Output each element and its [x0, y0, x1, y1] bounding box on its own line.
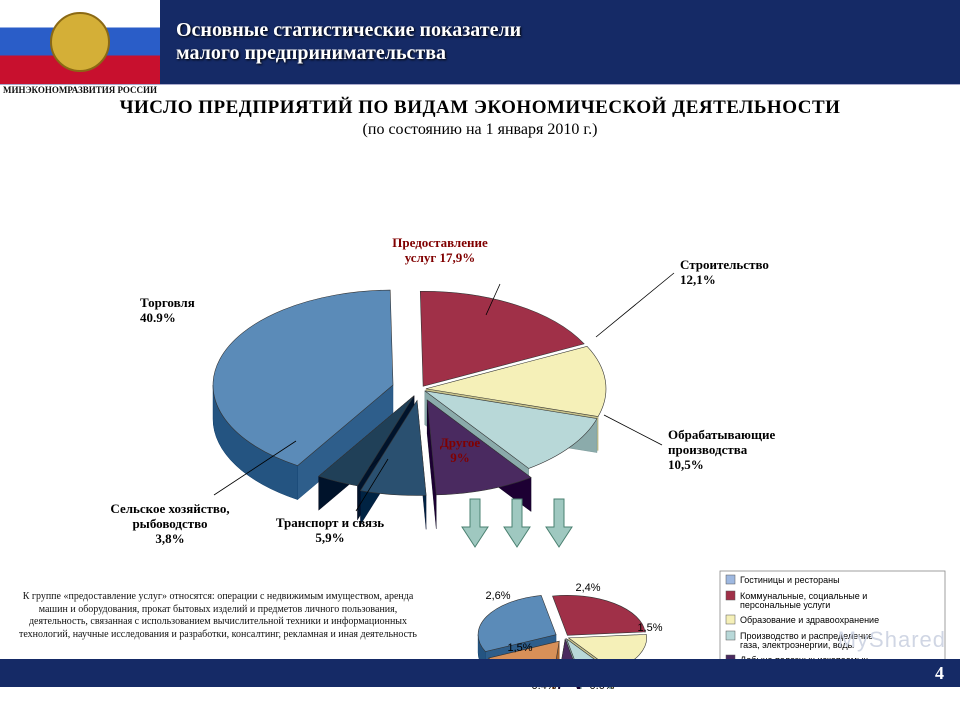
leader-line [604, 415, 662, 445]
chart-title: ЧИСЛО ПРЕДПРИЯТИЙ ПО ВИДАМ ЭКОНОМИЧЕСКОЙ… [0, 97, 960, 119]
pie-slice-label: Торговля [140, 295, 195, 310]
sub-pie-label: 1,5% [637, 622, 662, 634]
slide-title: Основные статистические показатели малог… [160, 19, 960, 65]
sub-pie-label: 1,5% [507, 642, 532, 654]
legend-swatch [726, 575, 735, 584]
pie-slice [553, 595, 646, 635]
page-number: 4 [935, 663, 944, 684]
pie-slice-label: 9% [450, 450, 470, 465]
pie-slice-label: Транспорт и связь [276, 515, 384, 530]
legend-swatch [726, 591, 735, 600]
coat-of-arms-icon [50, 12, 110, 72]
title-line-1: Основные статистические показатели [176, 19, 960, 42]
pie-slice-label: 3,8% [155, 531, 184, 546]
pie-slice-label: рыбоводство [132, 516, 207, 531]
sub-pie-label: 2,4% [575, 582, 600, 594]
pie-slice-label: 40.9% [140, 310, 176, 325]
slide-footer: 4 [0, 659, 960, 687]
arrow-down-icon [546, 499, 572, 547]
sub-pie-label: 2,6% [485, 590, 510, 602]
pie-slice-label: Сельское хозяйство, [110, 501, 229, 516]
slide-header: Основные статистические показатели малог… [0, 0, 960, 84]
flag-emblem-box [0, 0, 160, 84]
legend-swatch [726, 631, 735, 640]
pie-slice-label: Строительство [680, 257, 769, 272]
legend-label: Гостиницы и рестораны [740, 575, 840, 585]
leader-line [596, 273, 674, 337]
pie-slice-label: 10,5% [668, 457, 704, 472]
arrow-down-icon [462, 499, 488, 547]
watermark: MyShared [838, 627, 946, 653]
legend-label: персональные услуги [740, 600, 830, 610]
pie-slice-label: 12,1% [680, 272, 716, 287]
pie-slice-label: 5,9% [315, 530, 344, 545]
footnote-text: К группе «предоставление услуг» относятс… [18, 591, 418, 641]
legend-label: Образование и здравоохранение [740, 615, 879, 625]
pie-slice-label: Другое [440, 435, 481, 450]
pie-slice-label: услуг 17,9% [405, 250, 476, 265]
title-line-2: малого предпринимательства [176, 42, 960, 65]
slide-content: ЧИСЛО ПРЕДПРИЯТИЙ ПО ВИДАМ ЭКОНОМИЧЕСКОЙ… [0, 84, 960, 687]
pie-slice-label: производства [668, 442, 748, 457]
legend-swatch [726, 615, 735, 624]
pie-slice-label: Обрабатывающие [668, 427, 775, 442]
pie-slice-label: Предоставление [392, 235, 488, 250]
